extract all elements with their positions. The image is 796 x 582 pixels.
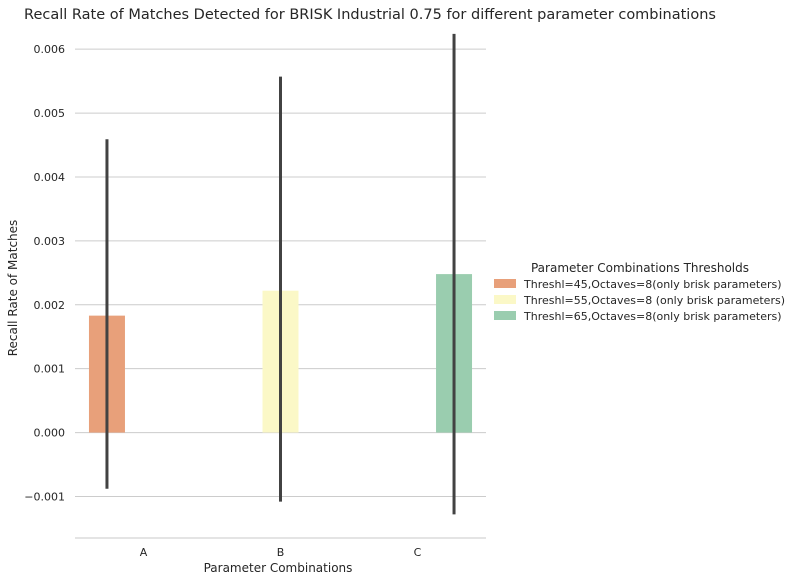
legend-swatch xyxy=(494,295,516,304)
y-tick-label: 0.002 xyxy=(34,299,66,312)
y-tick-label: 0.000 xyxy=(34,427,66,440)
y-tick-labels: −0.001 0.000 0.001 0.002 0.003 0.004 0.005 0.00… xyxy=(24,43,65,503)
y-tick-label: 0.006 xyxy=(34,43,66,56)
x-tick-label: A xyxy=(140,546,148,559)
y-tick-label: −0.001 xyxy=(24,490,65,503)
legend-entry: Threshl=55,Octaves=8 (only brisk paramet… xyxy=(523,294,785,307)
legend-title: Parameter Combinations Thresholds xyxy=(531,261,749,275)
x-tick-label: B xyxy=(277,546,285,559)
x-tick-label: C xyxy=(414,546,422,559)
y-tick-label: 0.004 xyxy=(34,171,66,184)
x-axis-label: Parameter Combinations xyxy=(204,561,353,575)
error-bars xyxy=(105,33,456,515)
legend-swatch xyxy=(494,311,516,320)
x-tick-labels: A B C xyxy=(140,546,422,559)
legend-swatch xyxy=(494,279,516,288)
chart-title: Recall Rate of Matches Detected for BRIS… xyxy=(24,7,716,23)
y-axis-label: Recall Rate of Matches xyxy=(6,220,20,357)
legend-entry: Threshl=45,Octaves=8(only brisk paramete… xyxy=(523,278,782,291)
y-tick-label: 0.003 xyxy=(34,235,66,248)
y-tick-label: 0.005 xyxy=(34,107,66,120)
legend-entry: Threshl=65,Octaves=8(only brisk paramete… xyxy=(523,310,782,323)
legend: Parameter Combinations Thresholds Thresh… xyxy=(494,261,785,323)
y-tick-label: 0.001 xyxy=(34,363,66,376)
